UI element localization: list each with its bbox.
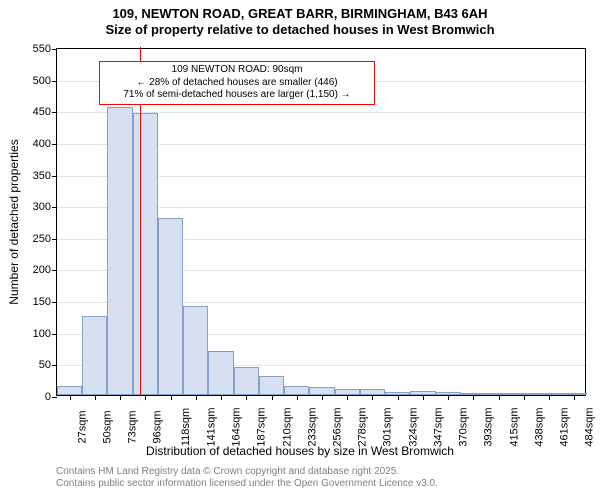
ytick-label: 50	[39, 359, 51, 371]
xtick-label: 415sqm	[508, 407, 520, 446]
xtick-label: 141sqm	[205, 407, 217, 446]
xtick-mark	[221, 395, 222, 400]
ytick-label: 100	[33, 328, 51, 340]
xtick-label: 233sqm	[306, 407, 318, 446]
ytick-mark	[52, 334, 57, 335]
xtick-label: 461sqm	[559, 407, 571, 446]
footer-line2: Contains public sector information licen…	[56, 478, 438, 490]
bar	[309, 387, 334, 395]
xtick-label: 278sqm	[357, 407, 369, 446]
xtick-mark	[574, 395, 575, 400]
bar	[259, 376, 284, 395]
xtick-label: 256sqm	[332, 407, 344, 446]
ytick-mark	[52, 49, 57, 50]
bar	[284, 386, 309, 395]
bar	[234, 367, 259, 395]
xtick-mark	[499, 395, 500, 400]
xtick-label: 370sqm	[458, 407, 470, 446]
xtick-mark	[347, 395, 348, 400]
bar	[183, 306, 208, 395]
ytick-label: 300	[33, 201, 51, 213]
xtick-mark	[246, 395, 247, 400]
xtick-label: 187sqm	[256, 407, 268, 446]
chart-footer: Contains HM Land Registry data © Crown c…	[56, 466, 438, 490]
ytick-mark	[52, 176, 57, 177]
xtick-mark	[145, 395, 146, 400]
ytick-mark	[52, 81, 57, 82]
xtick-label: 324sqm	[407, 407, 419, 446]
x-axis-label: Distribution of detached houses by size …	[0, 444, 600, 458]
ytick-label: 0	[45, 391, 51, 403]
xtick-label: 73sqm	[127, 410, 139, 443]
chart-title-line1: 109, NEWTON ROAD, GREAT BARR, BIRMINGHAM…	[0, 6, 600, 22]
ytick-label: 150	[33, 296, 51, 308]
footer-line1: Contains HM Land Registry data © Crown c…	[56, 466, 438, 478]
xtick-mark	[524, 395, 525, 400]
annotation-line3: 71% of semi-detached houses are larger (…	[104, 89, 370, 102]
ytick-label: 200	[33, 264, 51, 276]
plot-area: 05010015020025030035040045050055027sqm50…	[56, 48, 586, 396]
ytick-label: 250	[33, 233, 51, 245]
xtick-mark	[70, 395, 71, 400]
ytick-label: 550	[33, 43, 51, 55]
xtick-mark	[423, 395, 424, 400]
bar	[82, 316, 107, 395]
xtick-mark	[196, 395, 197, 400]
bar	[133, 113, 158, 395]
ytick-mark	[52, 302, 57, 303]
xtick-label: 164sqm	[231, 407, 243, 446]
xtick-label: 393sqm	[483, 407, 495, 446]
annotation-line2: ← 28% of detached houses are smaller (44…	[104, 77, 370, 90]
xtick-mark	[272, 395, 273, 400]
xtick-label: 438sqm	[533, 407, 545, 446]
annotation-box: 109 NEWTON ROAD: 90sqm ← 28% of detached…	[99, 61, 375, 105]
ytick-mark	[52, 270, 57, 271]
bar	[158, 218, 183, 395]
xtick-label: 484sqm	[584, 407, 596, 446]
ytick-mark	[52, 144, 57, 145]
y-axis-label: Number of detached properties	[7, 139, 21, 304]
bar	[208, 351, 233, 395]
ytick-mark	[52, 239, 57, 240]
xtick-label: 27sqm	[76, 410, 88, 443]
histogram-chart: 109, NEWTON ROAD, GREAT BARR, BIRMINGHAM…	[0, 0, 600, 500]
xtick-mark	[372, 395, 373, 400]
xtick-mark	[473, 395, 474, 400]
xtick-label: 210sqm	[281, 407, 293, 446]
xtick-label: 301sqm	[382, 407, 394, 446]
ytick-mark	[52, 207, 57, 208]
ytick-label: 500	[33, 75, 51, 87]
xtick-mark	[549, 395, 550, 400]
xtick-mark	[322, 395, 323, 400]
chart-title-line2: Size of property relative to detached ho…	[0, 22, 600, 38]
xtick-mark	[398, 395, 399, 400]
xtick-label: 118sqm	[180, 408, 192, 446]
bar	[107, 107, 132, 395]
xtick-mark	[448, 395, 449, 400]
xtick-label: 50sqm	[101, 410, 113, 443]
annotation-line1: 109 NEWTON ROAD: 90sqm	[104, 64, 370, 77]
ytick-label: 450	[33, 106, 51, 118]
ytick-label: 350	[33, 170, 51, 182]
ytick-mark	[52, 397, 57, 398]
xtick-mark	[95, 395, 96, 400]
ytick-mark	[52, 112, 57, 113]
xtick-label: 96sqm	[152, 410, 164, 443]
xtick-mark	[120, 395, 121, 400]
ytick-label: 400	[33, 138, 51, 150]
ytick-mark	[52, 365, 57, 366]
xtick-mark	[171, 395, 172, 400]
xtick-mark	[297, 395, 298, 400]
bar	[57, 386, 82, 395]
xtick-label: 347sqm	[433, 407, 445, 446]
